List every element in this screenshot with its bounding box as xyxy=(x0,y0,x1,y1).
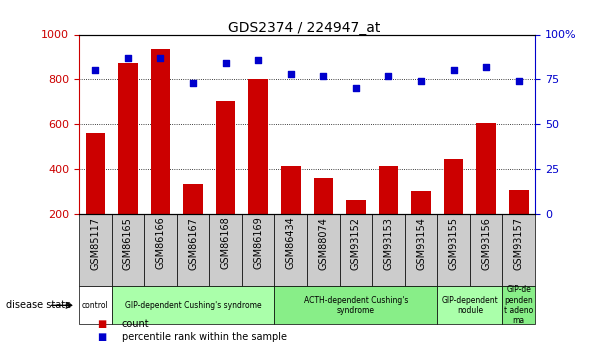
Bar xyxy=(346,200,365,259)
Bar xyxy=(411,191,431,259)
Bar xyxy=(509,190,528,259)
Point xyxy=(123,55,133,61)
Point xyxy=(482,64,491,70)
Text: disease state: disease state xyxy=(6,300,71,310)
Point xyxy=(351,86,361,91)
Point xyxy=(319,73,328,79)
Bar xyxy=(444,159,463,259)
Text: ACTH-dependent Cushing's
syndrome: ACTH-dependent Cushing's syndrome xyxy=(304,296,408,315)
Bar xyxy=(216,101,235,259)
Bar xyxy=(477,123,496,259)
Text: ■: ■ xyxy=(97,332,106,342)
Bar xyxy=(86,133,105,259)
Bar xyxy=(118,62,137,259)
Text: ■: ■ xyxy=(97,319,106,329)
Bar xyxy=(183,184,203,259)
Bar xyxy=(249,79,268,259)
Point xyxy=(449,68,458,73)
Bar xyxy=(151,49,170,259)
Text: GDS2374 / 224947_at: GDS2374 / 224947_at xyxy=(228,21,380,35)
Point xyxy=(91,68,100,73)
Point xyxy=(514,78,523,84)
Point xyxy=(254,57,263,62)
Text: control: control xyxy=(82,301,109,310)
Bar xyxy=(379,166,398,259)
Text: count: count xyxy=(122,319,149,329)
Text: GIP-dependent
nodule: GIP-dependent nodule xyxy=(441,296,499,315)
Text: GIP-de
penden
t adeno
ma: GIP-de penden t adeno ma xyxy=(504,285,533,325)
Point xyxy=(221,60,230,66)
Point xyxy=(156,55,165,61)
Point xyxy=(416,78,426,84)
Bar xyxy=(281,166,300,259)
Text: GIP-dependent Cushing's syndrome: GIP-dependent Cushing's syndrome xyxy=(125,301,261,310)
Point xyxy=(384,73,393,79)
Point xyxy=(286,71,295,77)
Text: percentile rank within the sample: percentile rank within the sample xyxy=(122,332,286,342)
Point xyxy=(188,80,198,86)
Bar xyxy=(314,178,333,259)
